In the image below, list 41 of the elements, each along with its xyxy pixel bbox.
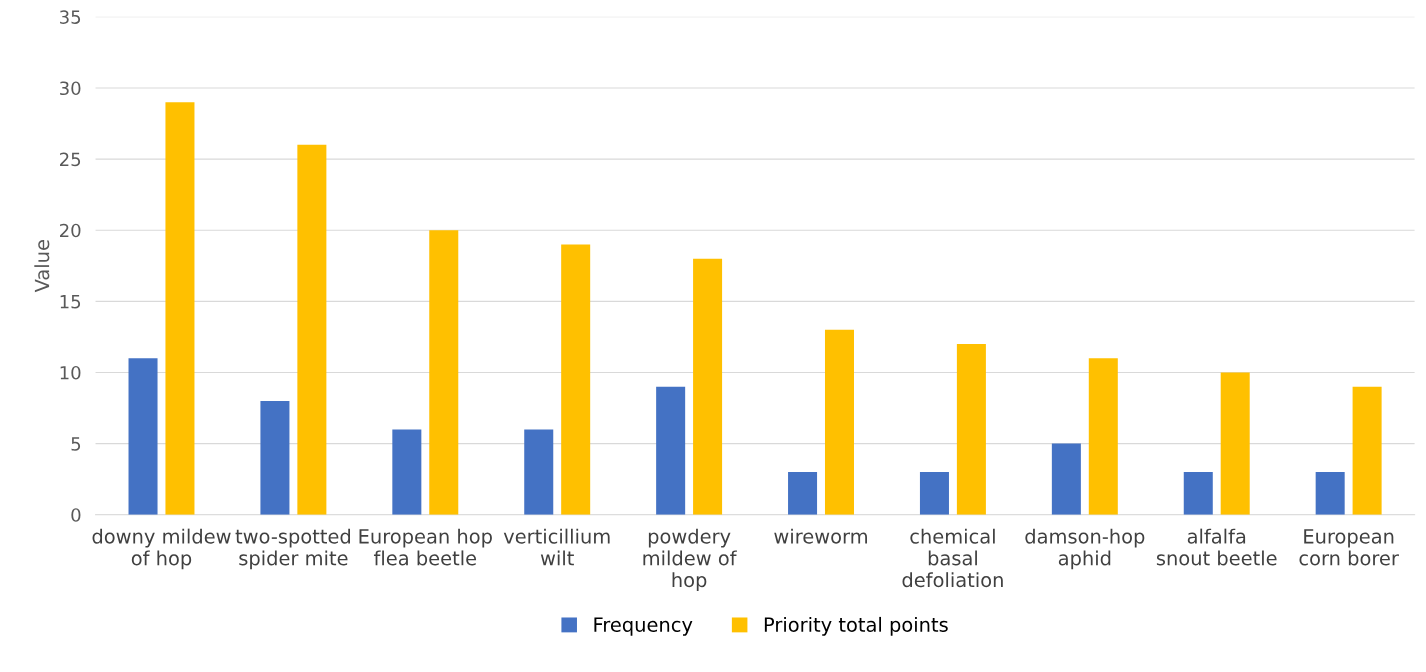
bar [561, 244, 591, 515]
bar [128, 358, 158, 515]
y-tick-label: 30 [60, 81, 81, 96]
bar [260, 400, 290, 515]
bar [1220, 372, 1250, 515]
bar [824, 329, 854, 515]
bar [429, 230, 459, 515]
bar [165, 102, 195, 515]
x-tick-label: downy mildew of hop [92, 528, 231, 570]
x-tick-label: verticillium wilt [503, 528, 610, 566]
bar [524, 429, 554, 515]
y-tick-label: 15 [60, 295, 81, 309]
x-tick-label: European hop flea beetle [359, 528, 492, 566]
y-tick-label: 0 [71, 508, 81, 522]
y-axis-title: Value [34, 240, 50, 293]
x-tick-label: chemical basal defoliation [902, 528, 1003, 588]
y-tick-label: 10 [60, 365, 81, 380]
x-tick-label: European corn borer [1299, 529, 1399, 566]
x-tick-label: two-spotted spider mite [235, 528, 350, 570]
y-tick-label: 35 [60, 10, 81, 24]
x-tick-label: wireworm [774, 528, 867, 544]
x-tick-label: alfalfa snout beetle [1156, 528, 1277, 566]
y-tick-label: 5 [71, 437, 81, 451]
bar [956, 344, 986, 515]
bar [1352, 386, 1382, 515]
bar [693, 258, 723, 515]
bar [788, 472, 818, 515]
legend-label: Priority total points [764, 616, 948, 636]
legend-label: Frequency [594, 617, 693, 636]
bar [656, 386, 686, 515]
y-tick-label: 20 [60, 223, 81, 238]
bar [297, 144, 327, 515]
x-tick-label: damson-hop aphid [1025, 528, 1145, 570]
bar [392, 429, 422, 515]
x-tick-label: powdery mildew of hop [643, 528, 737, 592]
bar [1183, 472, 1213, 515]
bar [919, 472, 949, 515]
y-tick-label: 25 [60, 152, 81, 167]
bar [1051, 443, 1081, 515]
bar [1315, 472, 1345, 515]
bar [1088, 358, 1118, 515]
